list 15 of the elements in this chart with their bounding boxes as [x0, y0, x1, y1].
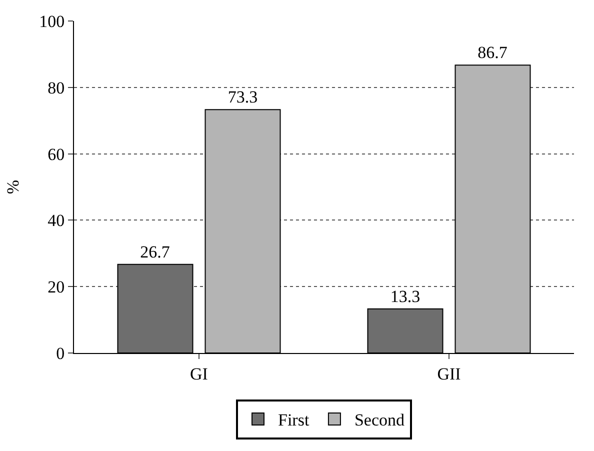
data-label: 13.3	[390, 286, 420, 306]
y-tick-label: 60	[48, 144, 65, 164]
x-tick-label: GI	[190, 364, 208, 384]
data-label: 86.7	[478, 43, 508, 62]
legend-label: Second	[354, 410, 405, 430]
y-tick-label: 20	[48, 278, 65, 297]
y-tick-label: 40	[48, 211, 65, 230]
x-tick-label: GII	[437, 364, 462, 384]
y-tick-label: 80	[48, 78, 65, 98]
data-label: 73.3	[228, 88, 258, 107]
y-tick-label: 100	[39, 12, 65, 31]
y-tick-label: 0	[56, 344, 65, 363]
data-label: 26.7	[140, 242, 170, 262]
legend-label: First	[278, 410, 310, 430]
y-axis-title: %	[4, 180, 23, 194]
